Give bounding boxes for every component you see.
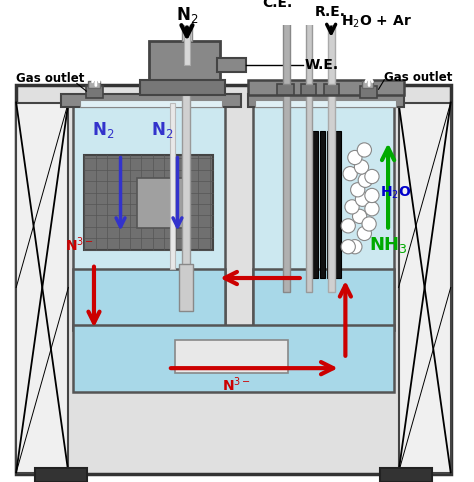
Circle shape [341, 219, 356, 233]
Text: N$_2$: N$_2$ [92, 120, 115, 140]
Text: C.E.: C.E. [262, 0, 292, 10]
Bar [254, 103, 394, 330]
Bar [182, 0, 191, 41]
Bar [306, 17, 312, 83]
Bar [254, 268, 394, 330]
Bar [248, 80, 404, 95]
Text: H$_2$O: H$_2$O [381, 185, 412, 201]
Bar [301, 83, 316, 95]
Bar [399, 103, 451, 472]
Bar [170, 103, 174, 268]
Bar [73, 325, 394, 392]
Bar [73, 268, 225, 330]
Bar [283, 93, 291, 292]
Circle shape [357, 143, 372, 157]
Circle shape [358, 173, 373, 187]
Circle shape [345, 200, 359, 214]
Bar [139, 80, 225, 95]
Bar [73, 103, 225, 330]
Bar [137, 178, 186, 228]
Bar [84, 155, 212, 250]
Text: Gas outlet: Gas outlet [384, 71, 453, 84]
Bar [360, 86, 377, 98]
Circle shape [357, 227, 372, 241]
Text: H$_2$O + Ar: H$_2$O + Ar [341, 13, 411, 30]
Bar [328, 131, 333, 278]
Circle shape [353, 209, 367, 224]
Bar [312, 131, 318, 278]
Bar [328, 93, 335, 292]
Circle shape [356, 192, 370, 206]
Circle shape [348, 240, 362, 254]
Text: N$_2$: N$_2$ [151, 120, 173, 140]
Bar [16, 103, 68, 472]
Circle shape [341, 240, 356, 254]
Circle shape [365, 201, 379, 216]
Bar [179, 264, 192, 311]
Bar [182, 93, 190, 268]
Circle shape [355, 160, 369, 174]
Bar [80, 100, 222, 107]
Bar [86, 86, 103, 98]
Bar [335, 131, 341, 278]
Text: Gas outlet: Gas outlet [16, 72, 84, 85]
Bar [328, 25, 335, 83]
Bar [174, 340, 289, 373]
Bar [88, 80, 100, 88]
Bar [61, 94, 241, 107]
Bar [255, 100, 396, 107]
Bar [380, 468, 432, 482]
Text: W.E.: W.E. [305, 57, 339, 71]
Bar [217, 58, 246, 72]
Text: N$_2$: N$_2$ [176, 5, 198, 25]
Circle shape [362, 217, 376, 231]
Bar [283, 8, 291, 83]
Circle shape [343, 167, 357, 181]
Bar [184, 8, 190, 65]
Bar [362, 80, 373, 88]
Circle shape [348, 150, 362, 165]
Text: R.E.: R.E. [315, 5, 346, 19]
Bar [324, 83, 339, 95]
Bar [248, 94, 404, 107]
Bar [16, 85, 451, 474]
Bar [149, 41, 220, 83]
Bar [320, 131, 326, 278]
Bar [35, 468, 87, 482]
Bar [277, 83, 294, 95]
Bar [306, 93, 312, 292]
Text: N$^{3-}$: N$^{3-}$ [65, 236, 94, 254]
Text: NH$_3$: NH$_3$ [369, 235, 408, 255]
Text: N$^{3-}$: N$^{3-}$ [222, 376, 251, 394]
Circle shape [365, 169, 379, 184]
Circle shape [365, 188, 379, 202]
Circle shape [351, 183, 365, 197]
